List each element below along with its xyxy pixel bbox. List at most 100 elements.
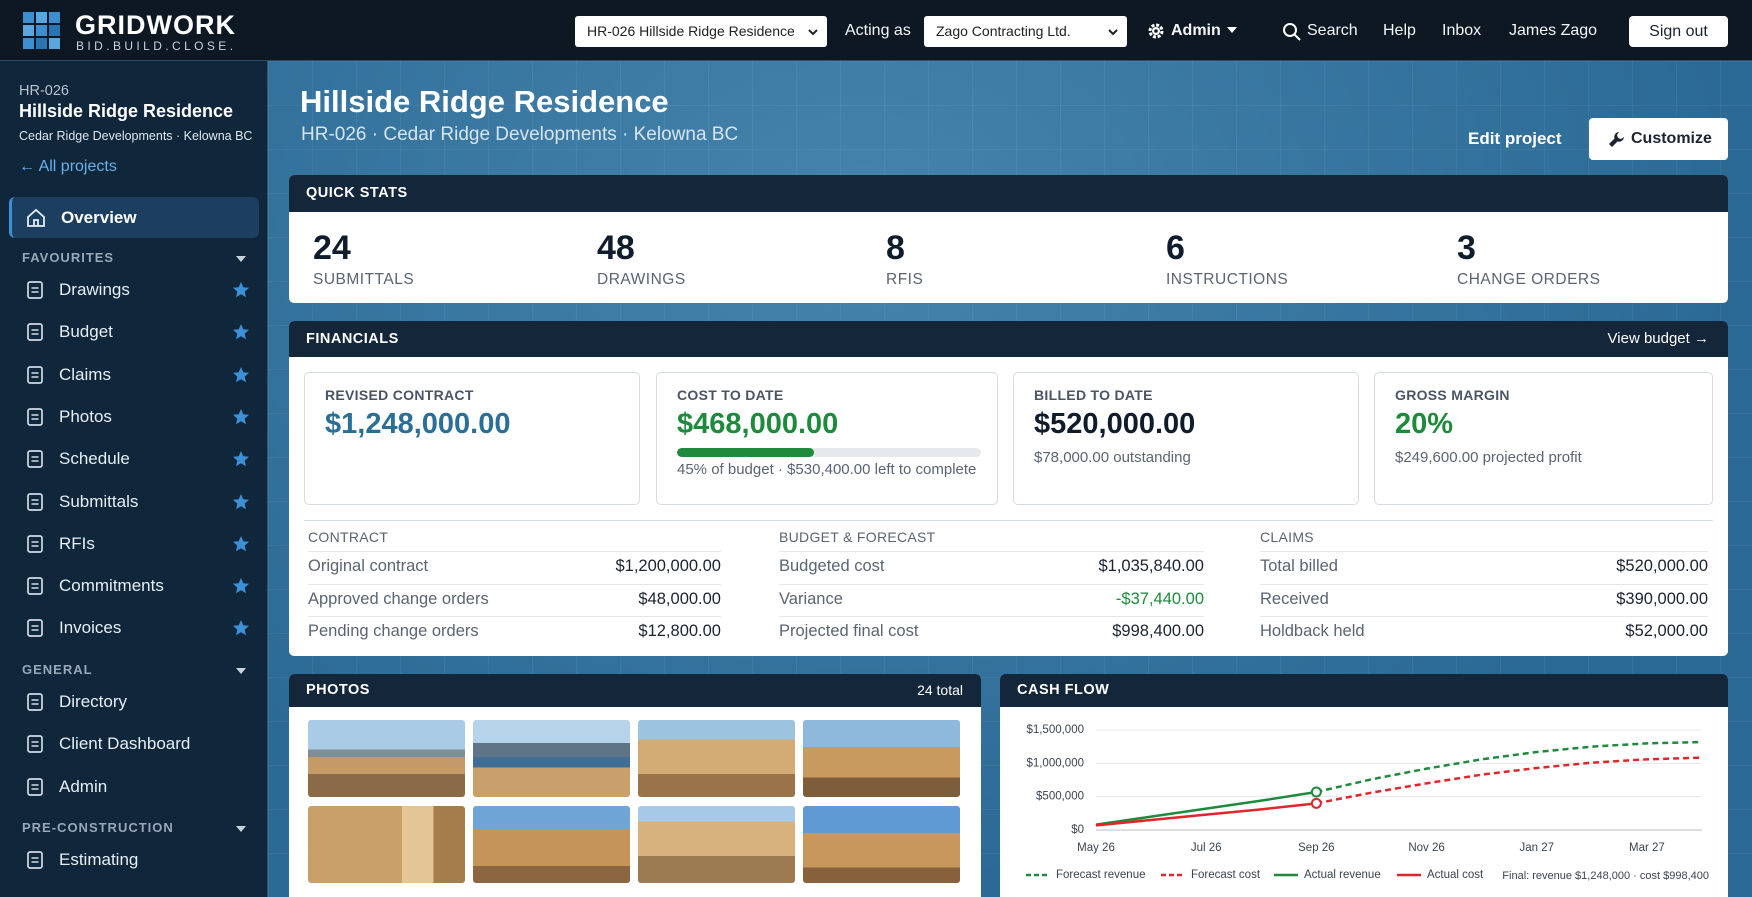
stat-value: 8 (886, 229, 905, 267)
photo-thumbnail[interactable] (473, 720, 630, 797)
row-value: -$37,440.00 (1115, 589, 1204, 608)
star-shape (233, 408, 249, 425)
metric-value: $468,000.00 (677, 408, 839, 440)
row-label: Budgeted cost (779, 557, 885, 575)
nav-item[interactable]: Schedule (0, 439, 268, 479)
row-divider (779, 616, 1204, 617)
stat-label: CHANGE ORDERS (1457, 271, 1601, 288)
x-tick-label: May 26 (1077, 842, 1115, 854)
star-shape (233, 282, 249, 298)
icon-shape (27, 281, 43, 299)
nav-item[interactable]: Submittals (0, 482, 268, 522)
row-value: $390,000.00 (1616, 589, 1708, 608)
photo-thumbnail[interactable] (803, 720, 960, 797)
nav-item[interactable]: Claims (0, 355, 268, 395)
nav-item[interactable]: Drawings (0, 270, 268, 310)
section-caret[interactable] (235, 825, 247, 833)
favourite-star[interactable] (233, 324, 249, 340)
section-caret[interactable] (235, 255, 247, 263)
nav-icon (27, 693, 43, 711)
row-divider (308, 551, 721, 552)
nav-label: Commitments (59, 576, 164, 596)
favourite-star[interactable] (233, 366, 249, 383)
acting-as-label: Acting as (845, 22, 911, 39)
favourite-star[interactable] (233, 408, 249, 425)
row-label: Total billed (1260, 557, 1338, 575)
favourite-star[interactable] (233, 578, 249, 594)
row-label: Variance (779, 589, 843, 608)
select-text: Zago Contracting Ltd. (936, 23, 1071, 39)
company-select[interactable]: Zago Contracting Ltd. (924, 16, 1127, 47)
select-text: HR-026 Hillside Ridge Residence (587, 23, 795, 39)
nav-item[interactable]: Commitments (0, 566, 268, 606)
nav-label: Directory (59, 692, 128, 711)
icon-shape (27, 735, 43, 754)
star-shape (233, 451, 249, 467)
stat-value: 24 (313, 229, 351, 267)
photo-thumbnail[interactable] (308, 806, 465, 883)
series-line (1316, 756, 1703, 805)
nav-item[interactable]: Photos (0, 397, 268, 437)
chevron (808, 29, 818, 36)
metric-label: COST TO DATE (677, 387, 784, 403)
photo-thumbnail[interactable] (803, 806, 960, 883)
metric-card: REVISED CONTRACT $1,248,000.00 (304, 372, 640, 505)
edit-project-link[interactable]: Edit project (1468, 129, 1562, 148)
row-value: $1,035,840.00 (1098, 557, 1204, 575)
photos-card: PHOTOS 24 total (289, 674, 981, 897)
nav-item-active[interactable]: Overview (9, 197, 259, 238)
row-divider (1260, 616, 1708, 617)
favourite-star[interactable] (233, 535, 249, 552)
favourite-star[interactable] (233, 620, 249, 636)
photo-thumbnail[interactable] (638, 720, 795, 797)
nav-label: Estimating (59, 850, 139, 869)
help-link[interactable]: Help (1383, 22, 1416, 39)
row-divider (308, 616, 721, 617)
favourite-star[interactable] (233, 282, 249, 298)
legend-label: Actual revenue (1304, 869, 1381, 881)
search-link[interactable]: Search (1307, 22, 1358, 39)
project-select[interactable]: HR-026 Hillside Ridge Residence (575, 16, 827, 47)
sign-out-button[interactable]: Sign out (1629, 16, 1728, 47)
nav-label: Schedule (59, 449, 130, 469)
chart-annotation: Final: revenue $1,248,000 · cost $998,40… (1502, 870, 1709, 882)
favourite-star[interactable] (233, 451, 249, 467)
logo-text: GRIDWORK (75, 10, 236, 40)
logo-mark (23, 12, 60, 49)
view-budget-link[interactable]: View budget → (1607, 330, 1709, 347)
photo-thumbnail[interactable] (308, 720, 465, 797)
photo-thumbnail[interactable] (638, 806, 795, 883)
inbox-link[interactable]: Inbox (1442, 22, 1482, 39)
back-link[interactable]: ← All projects (19, 158, 117, 175)
user-name[interactable]: James Zago (1509, 22, 1598, 39)
caret-shape (236, 826, 246, 832)
nav-item[interactable]: RFIs (0, 524, 268, 564)
nav-item[interactable]: Admin (0, 767, 268, 807)
table-title: BUDGET & FORECAST (779, 529, 936, 545)
nav-label: Submittals (59, 491, 139, 511)
series-line (1095, 802, 1317, 827)
nav-item[interactable]: Client Dashboard (0, 724, 268, 764)
nav-icon (27, 851, 43, 869)
nav-icon (27, 777, 43, 796)
stat-label: DRAWINGS (597, 271, 686, 288)
customize-button[interactable]: Customize (1589, 118, 1728, 160)
financials-card: FINANCIALS View budget → REVISED CONTRAC… (289, 321, 1728, 656)
gear-icon (1148, 23, 1164, 39)
nav-item[interactable]: Estimating (0, 840, 268, 880)
metric-value: $520,000.00 (1034, 408, 1196, 440)
nav-label: Overview (61, 208, 137, 227)
nav-item[interactable]: Budget (0, 312, 268, 352)
legend-label: Forecast revenue (1056, 869, 1146, 881)
nav-item[interactable]: Directory (0, 682, 268, 722)
role-menu[interactable]: Admin (1171, 22, 1221, 39)
favourite-star[interactable] (233, 493, 249, 510)
nav-icon (27, 577, 43, 595)
section-caret[interactable] (235, 667, 247, 675)
nav-icon (27, 365, 43, 384)
photo-thumbnail[interactable] (473, 806, 630, 883)
nav-icon (27, 534, 43, 553)
nav-item[interactable]: Invoices (0, 608, 268, 648)
x-tick-label: Jul 26 (1191, 842, 1222, 854)
